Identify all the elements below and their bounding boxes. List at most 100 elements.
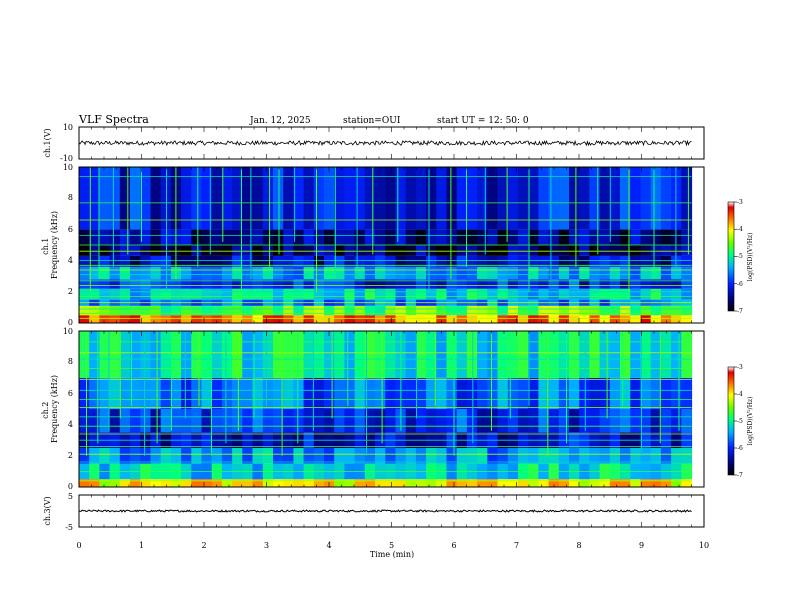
ch2-ytick-6: 6 — [68, 389, 73, 398]
spectrogram-cell — [660, 288, 672, 300]
ch3-ytick-top: 5 — [68, 492, 73, 501]
spectrogram-cell — [293, 479, 305, 487]
spectrogram-cell — [446, 315, 458, 323]
spectrogram-cell — [650, 255, 662, 267]
spectrogram-cell — [375, 479, 386, 487]
spectrogram-cell — [375, 245, 386, 256]
spectrogram-cell — [415, 377, 427, 409]
spectrogram-cell — [293, 167, 305, 230]
spectrogram-cell — [313, 409, 325, 433]
spectrogram-cell — [620, 245, 631, 256]
spectrogram-cell — [375, 448, 386, 464]
spectrogram-cell — [589, 479, 601, 487]
spectrogram-cell — [620, 315, 631, 323]
spectrogram-cell — [160, 315, 172, 323]
spectrogram-cell — [283, 305, 294, 316]
spectrogram-cell — [221, 315, 233, 323]
spectrogram-cell — [385, 331, 397, 378]
spectrogram-cell — [130, 288, 141, 300]
spectrogram-cell — [569, 229, 580, 245]
spectrogram-cell — [160, 331, 172, 378]
spectrogram-cell — [415, 229, 427, 245]
ch1-waveform-xticks — [78, 127, 705, 159]
spectrogram-cell — [436, 279, 448, 289]
spectrogram-cell — [150, 245, 162, 256]
spectrogram-cell — [140, 479, 152, 487]
spectrogram-cell — [609, 229, 621, 245]
spectrogram-cell — [518, 377, 529, 409]
spectrogram-cell — [599, 229, 611, 245]
spectrogram-cell — [620, 331, 631, 378]
spectrogram-cell — [446, 266, 458, 280]
spectrogram-cell — [79, 315, 90, 323]
spectrogram-cell — [487, 448, 499, 464]
spectrogram-cell — [640, 245, 652, 256]
spectrogram-cell — [518, 229, 529, 245]
spectrogram-cell — [221, 167, 233, 230]
spectrogram-cell — [385, 315, 397, 323]
spectrogram-cell — [273, 315, 284, 323]
ch3-waveform-ylabel: ch.3(V) — [43, 496, 52, 525]
ch1-cb-tick-m4: -4 — [737, 226, 743, 233]
spectrogram-cell — [477, 305, 488, 316]
spectrogram-cell — [538, 229, 550, 245]
spectrogram-cell — [232, 245, 243, 256]
spectrogram-cell — [548, 255, 560, 267]
spectrogram-cell — [232, 331, 243, 378]
spectrogram-cell — [262, 448, 274, 464]
spectrogram-cell — [273, 229, 284, 245]
spectrogram-cell — [150, 315, 162, 323]
spectrogram-cell — [660, 279, 672, 289]
spectrogram-cell — [415, 266, 427, 280]
spectrogram-cell — [487, 167, 499, 230]
ch1-ytick-10: 10 — [63, 163, 73, 172]
spectrogram-cell — [334, 409, 345, 433]
spectrogram-cell — [477, 245, 488, 256]
spectrogram-cell — [579, 255, 590, 267]
spectrogram-cell — [109, 315, 121, 323]
spectrogram-cell — [150, 279, 162, 289]
spectrogram-cell — [89, 409, 100, 433]
spectrogram-cell — [405, 331, 417, 378]
spectrogram-cell — [599, 288, 611, 300]
spectrogram-cell — [170, 279, 182, 289]
spectrogram-cell — [79, 255, 90, 267]
spectrogram-cell — [650, 279, 662, 289]
spectrogram-cell — [170, 315, 182, 323]
spectrogram-cell — [395, 305, 407, 316]
spectrogram-cell — [150, 167, 162, 230]
time-axis-label: Time (min) — [370, 550, 414, 559]
spectrogram-cell — [395, 266, 407, 280]
spectrogram-cell — [354, 229, 366, 245]
spectrogram-cell — [630, 331, 642, 378]
spectrogram-cell — [507, 288, 519, 300]
spectrogram-cell — [324, 245, 335, 256]
spectrogram-cell — [283, 377, 294, 409]
spectrogram-cell — [528, 377, 539, 409]
spectrogram-cell — [313, 331, 325, 378]
spectrogram-cell — [324, 409, 335, 433]
spectrogram-cell — [528, 288, 539, 300]
spectrogram-cell — [344, 448, 356, 464]
spectrogram-cell — [273, 167, 284, 230]
spectrogram-cell — [232, 305, 243, 316]
spectrogram-cell — [354, 409, 366, 433]
spectrogram-cell — [303, 266, 315, 280]
spectrogram-cell — [436, 305, 448, 316]
spectrogram-cell — [181, 229, 192, 245]
spectrogram-cell — [354, 167, 366, 230]
spectrogram-cell — [79, 305, 90, 316]
spectrogram-cell — [620, 409, 631, 433]
ch2-cb-tick-m6: -6 — [737, 445, 743, 452]
spectrogram-cell — [640, 167, 652, 230]
spectrogram-cell — [538, 266, 550, 280]
spectrogram-cell — [558, 479, 570, 487]
spectrogram-cell — [548, 331, 560, 378]
spectrogram-cell — [589, 279, 601, 289]
spectrogram-cell — [140, 255, 152, 267]
ch1-colorbar-label: log(PSD)(V²/Hz) — [747, 233, 754, 282]
spectrogram-cell — [630, 245, 642, 256]
spectrogram-cell — [507, 229, 519, 245]
spectrogram-cell — [160, 409, 172, 433]
spectrogram-cell — [109, 331, 121, 378]
